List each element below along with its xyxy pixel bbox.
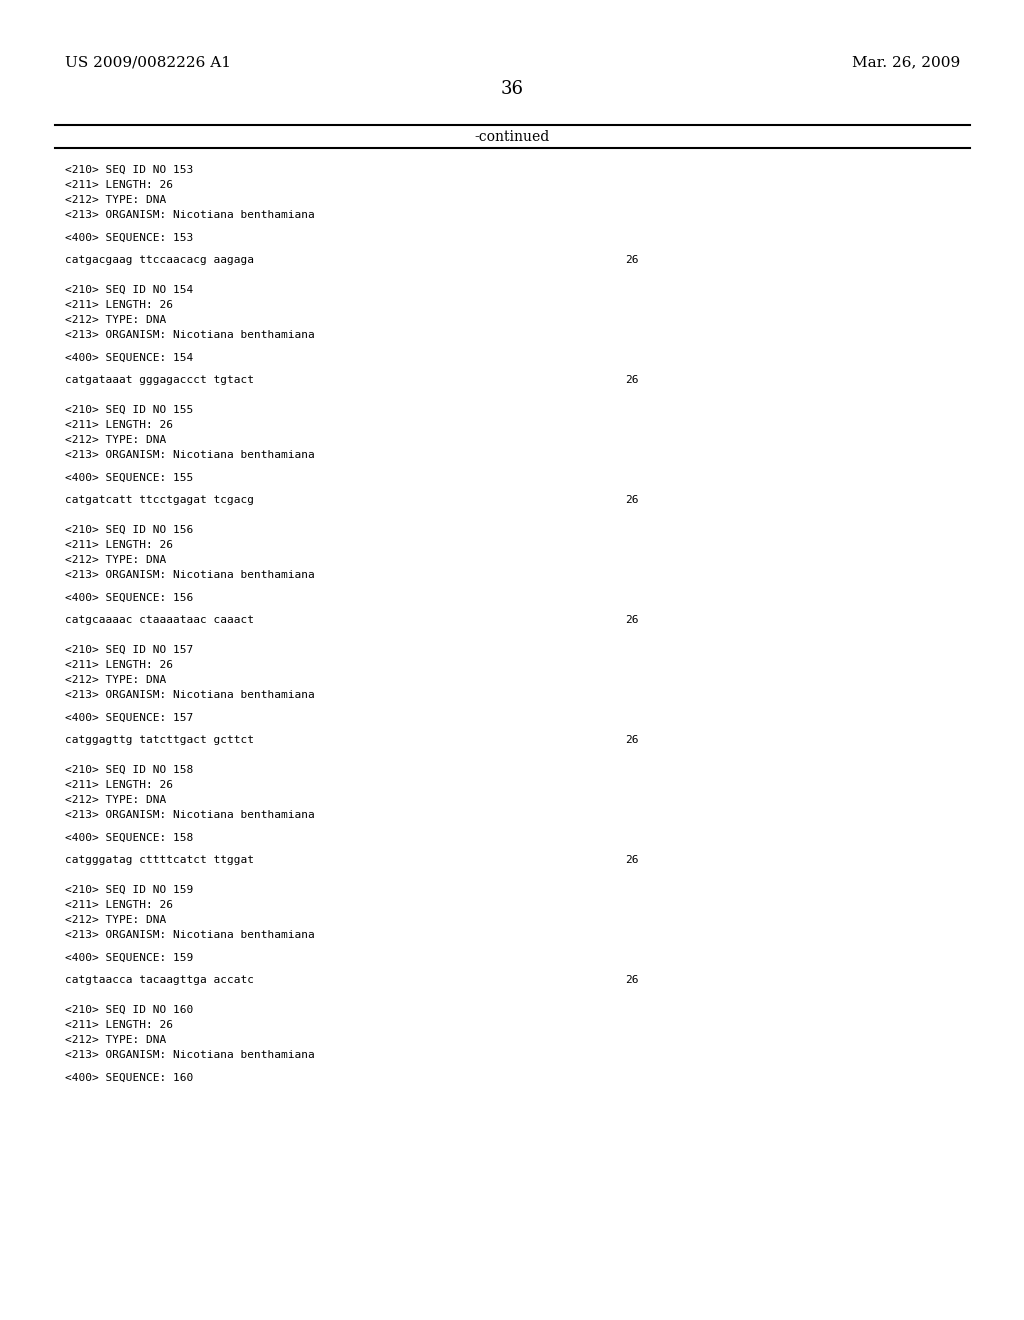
Text: <211> LENGTH: 26: <211> LENGTH: 26 bbox=[65, 540, 173, 550]
Text: <213> ORGANISM: Nicotiana benthamiana: <213> ORGANISM: Nicotiana benthamiana bbox=[65, 810, 314, 820]
Text: catggagttg tatcttgact gcttct: catggagttg tatcttgact gcttct bbox=[65, 735, 254, 744]
Text: <210> SEQ ID NO 155: <210> SEQ ID NO 155 bbox=[65, 405, 194, 414]
Text: <210> SEQ ID NO 153: <210> SEQ ID NO 153 bbox=[65, 165, 194, 176]
Text: <400> SEQUENCE: 159: <400> SEQUENCE: 159 bbox=[65, 953, 194, 962]
Text: <400> SEQUENCE: 158: <400> SEQUENCE: 158 bbox=[65, 833, 194, 842]
Text: <210> SEQ ID NO 156: <210> SEQ ID NO 156 bbox=[65, 525, 194, 535]
Text: <212> TYPE: DNA: <212> TYPE: DNA bbox=[65, 195, 166, 205]
Text: <211> LENGTH: 26: <211> LENGTH: 26 bbox=[65, 660, 173, 671]
Text: -continued: -continued bbox=[474, 129, 550, 144]
Text: <212> TYPE: DNA: <212> TYPE: DNA bbox=[65, 436, 166, 445]
Text: 26: 26 bbox=[625, 255, 639, 265]
Text: <210> SEQ ID NO 159: <210> SEQ ID NO 159 bbox=[65, 884, 194, 895]
Text: Mar. 26, 2009: Mar. 26, 2009 bbox=[852, 55, 961, 69]
Text: <213> ORGANISM: Nicotiana benthamiana: <213> ORGANISM: Nicotiana benthamiana bbox=[65, 210, 314, 220]
Text: 36: 36 bbox=[501, 81, 523, 98]
Text: 26: 26 bbox=[625, 495, 639, 506]
Text: <400> SEQUENCE: 160: <400> SEQUENCE: 160 bbox=[65, 1072, 194, 1082]
Text: <213> ORGANISM: Nicotiana benthamiana: <213> ORGANISM: Nicotiana benthamiana bbox=[65, 330, 314, 341]
Text: catgacgaag ttccaacacg aagaga: catgacgaag ttccaacacg aagaga bbox=[65, 255, 254, 265]
Text: <211> LENGTH: 26: <211> LENGTH: 26 bbox=[65, 420, 173, 430]
Text: <212> TYPE: DNA: <212> TYPE: DNA bbox=[65, 675, 166, 685]
Text: <211> LENGTH: 26: <211> LENGTH: 26 bbox=[65, 1020, 173, 1030]
Text: 26: 26 bbox=[625, 735, 639, 744]
Text: <211> LENGTH: 26: <211> LENGTH: 26 bbox=[65, 300, 173, 310]
Text: <210> SEQ ID NO 154: <210> SEQ ID NO 154 bbox=[65, 285, 194, 294]
Text: <213> ORGANISM: Nicotiana benthamiana: <213> ORGANISM: Nicotiana benthamiana bbox=[65, 690, 314, 700]
Text: <213> ORGANISM: Nicotiana benthamiana: <213> ORGANISM: Nicotiana benthamiana bbox=[65, 931, 314, 940]
Text: <213> ORGANISM: Nicotiana benthamiana: <213> ORGANISM: Nicotiana benthamiana bbox=[65, 450, 314, 459]
Text: <213> ORGANISM: Nicotiana benthamiana: <213> ORGANISM: Nicotiana benthamiana bbox=[65, 570, 314, 579]
Text: <400> SEQUENCE: 153: <400> SEQUENCE: 153 bbox=[65, 232, 194, 243]
Text: <211> LENGTH: 26: <211> LENGTH: 26 bbox=[65, 180, 173, 190]
Text: <212> TYPE: DNA: <212> TYPE: DNA bbox=[65, 915, 166, 925]
Text: <211> LENGTH: 26: <211> LENGTH: 26 bbox=[65, 780, 173, 789]
Text: <212> TYPE: DNA: <212> TYPE: DNA bbox=[65, 795, 166, 805]
Text: <212> TYPE: DNA: <212> TYPE: DNA bbox=[65, 554, 166, 565]
Text: <212> TYPE: DNA: <212> TYPE: DNA bbox=[65, 1035, 166, 1045]
Text: catgggatag cttttcatct ttggat: catgggatag cttttcatct ttggat bbox=[65, 855, 254, 865]
Text: <400> SEQUENCE: 156: <400> SEQUENCE: 156 bbox=[65, 593, 194, 602]
Text: <213> ORGANISM: Nicotiana benthamiana: <213> ORGANISM: Nicotiana benthamiana bbox=[65, 1049, 314, 1060]
Text: 26: 26 bbox=[625, 855, 639, 865]
Text: 26: 26 bbox=[625, 615, 639, 624]
Text: <400> SEQUENCE: 154: <400> SEQUENCE: 154 bbox=[65, 352, 194, 363]
Text: catgatcatt ttcctgagat tcgacg: catgatcatt ttcctgagat tcgacg bbox=[65, 495, 254, 506]
Text: US 2009/0082226 A1: US 2009/0082226 A1 bbox=[65, 55, 231, 69]
Text: <210> SEQ ID NO 158: <210> SEQ ID NO 158 bbox=[65, 766, 194, 775]
Text: catgcaaaac ctaaaataac caaact: catgcaaaac ctaaaataac caaact bbox=[65, 615, 254, 624]
Text: 26: 26 bbox=[625, 975, 639, 985]
Text: <210> SEQ ID NO 157: <210> SEQ ID NO 157 bbox=[65, 645, 194, 655]
Text: catgataaat gggagaccct tgtact: catgataaat gggagaccct tgtact bbox=[65, 375, 254, 385]
Text: <211> LENGTH: 26: <211> LENGTH: 26 bbox=[65, 900, 173, 909]
Text: 26: 26 bbox=[625, 375, 639, 385]
Text: catgtaacca tacaagttga accatc: catgtaacca tacaagttga accatc bbox=[65, 975, 254, 985]
Text: <400> SEQUENCE: 155: <400> SEQUENCE: 155 bbox=[65, 473, 194, 483]
Text: <212> TYPE: DNA: <212> TYPE: DNA bbox=[65, 315, 166, 325]
Text: <400> SEQUENCE: 157: <400> SEQUENCE: 157 bbox=[65, 713, 194, 722]
Text: <210> SEQ ID NO 160: <210> SEQ ID NO 160 bbox=[65, 1005, 194, 1015]
